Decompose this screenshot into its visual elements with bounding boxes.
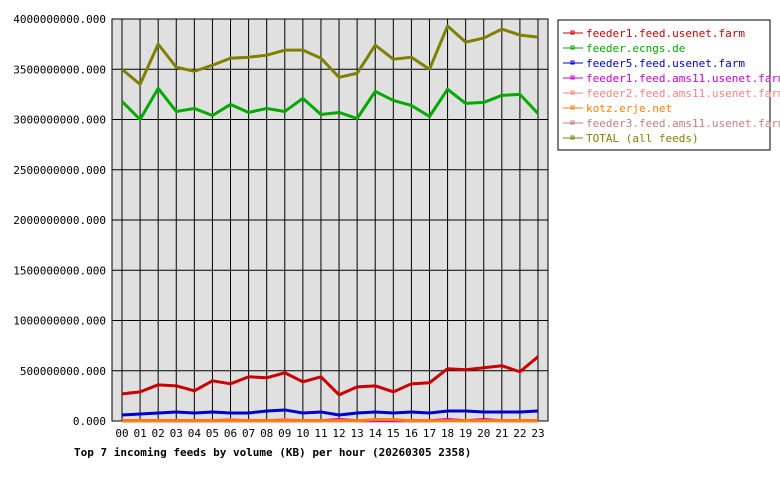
- series-line: [121, 408, 539, 417]
- x-tick-label: 12: [332, 427, 345, 440]
- y-tick-label: 1000000000.000: [13, 315, 106, 328]
- legend-marker: [570, 135, 575, 140]
- legend-marker: [570, 45, 575, 50]
- x-tick-label: 15: [387, 427, 400, 440]
- y-axis: 0.000 500000000.000 1000000000.000 15000000…: [13, 13, 106, 428]
- series-lines: [120, 24, 540, 423]
- x-tick-label: 23: [531, 427, 544, 440]
- x-tick-label: 02: [152, 427, 165, 440]
- x-tick-label: 21: [495, 427, 508, 440]
- legend-label: feeder1.feed.usenet.farm: [586, 27, 745, 40]
- x-tick-label: 05: [206, 427, 219, 440]
- series-line: [121, 355, 539, 397]
- y-tick-label: 2500000000.000: [13, 164, 106, 177]
- x-tick-label: 04: [188, 427, 202, 440]
- series-line: [120, 86, 540, 121]
- x-tick-label: 22: [513, 427, 526, 440]
- x-tick-label: 11: [314, 427, 327, 440]
- x-axis: 00 01 02 03 04 05 06 07 08 09 10 11 12 13 14 15 16 17 18 19…: [115, 427, 544, 440]
- legend-label: feeder.ecngs.de: [586, 42, 685, 55]
- legend-marker: [570, 60, 575, 65]
- y-tick-label: 500000000.000: [20, 365, 106, 378]
- legend-label: feeder3.feed.ams11.usenet.farm: [586, 117, 780, 130]
- legend-label: feeder2.feed.ams11.usenet.farm: [586, 87, 780, 100]
- y-tick-label: 0.000: [73, 415, 106, 428]
- series-line: [122, 417, 538, 423]
- legend-marker: [570, 105, 575, 110]
- y-tick-label: 4000000000.000: [13, 13, 106, 26]
- y-tick-label: 2000000000.000: [13, 214, 106, 227]
- x-tick-label: 18: [441, 427, 454, 440]
- x-tick-label: 00: [115, 427, 128, 440]
- x-tick-label: 14: [369, 427, 383, 440]
- legend-box: [557, 19, 771, 151]
- x-tick-label: 17: [423, 427, 436, 440]
- x-tick-label: 10: [296, 427, 309, 440]
- legend-marker: [570, 75, 575, 80]
- legend-label: kotz.erje.net: [586, 102, 672, 115]
- x-tick-label: 19: [459, 427, 472, 440]
- x-tick-label: 07: [242, 427, 255, 440]
- y-tick-label: 1500000000.000: [13, 264, 106, 277]
- legend: feeder1.feed.usenet.farm feeder.ecngs.de f…: [563, 27, 780, 145]
- x-tick-label: 09: [278, 427, 291, 440]
- legend-label: TOTAL (all feeds): [586, 132, 699, 145]
- legend-label: feeder1.feed.ams11.usenet.farm: [586, 72, 780, 85]
- x-tick-label: 01: [133, 427, 146, 440]
- y-tick-label: 3000000000.000: [13, 114, 106, 127]
- chart-title: Top 7 incoming feeds by volume (KB) per …: [74, 446, 471, 459]
- x-tick-label: 08: [260, 427, 273, 440]
- legend-marker: [570, 120, 575, 125]
- x-tick-label: 06: [224, 427, 237, 440]
- legend-label: feeder5.feed.usenet.farm: [586, 57, 745, 70]
- legend-marker: [570, 90, 575, 95]
- x-tick-label: 03: [170, 427, 183, 440]
- x-tick-label: 20: [477, 427, 490, 440]
- series-line: [121, 24, 539, 86]
- y-tick-label: 3500000000.000: [13, 63, 106, 76]
- x-tick-label: 13: [351, 427, 364, 440]
- legend-marker: [570, 30, 575, 35]
- x-tick-label: 16: [405, 427, 418, 440]
